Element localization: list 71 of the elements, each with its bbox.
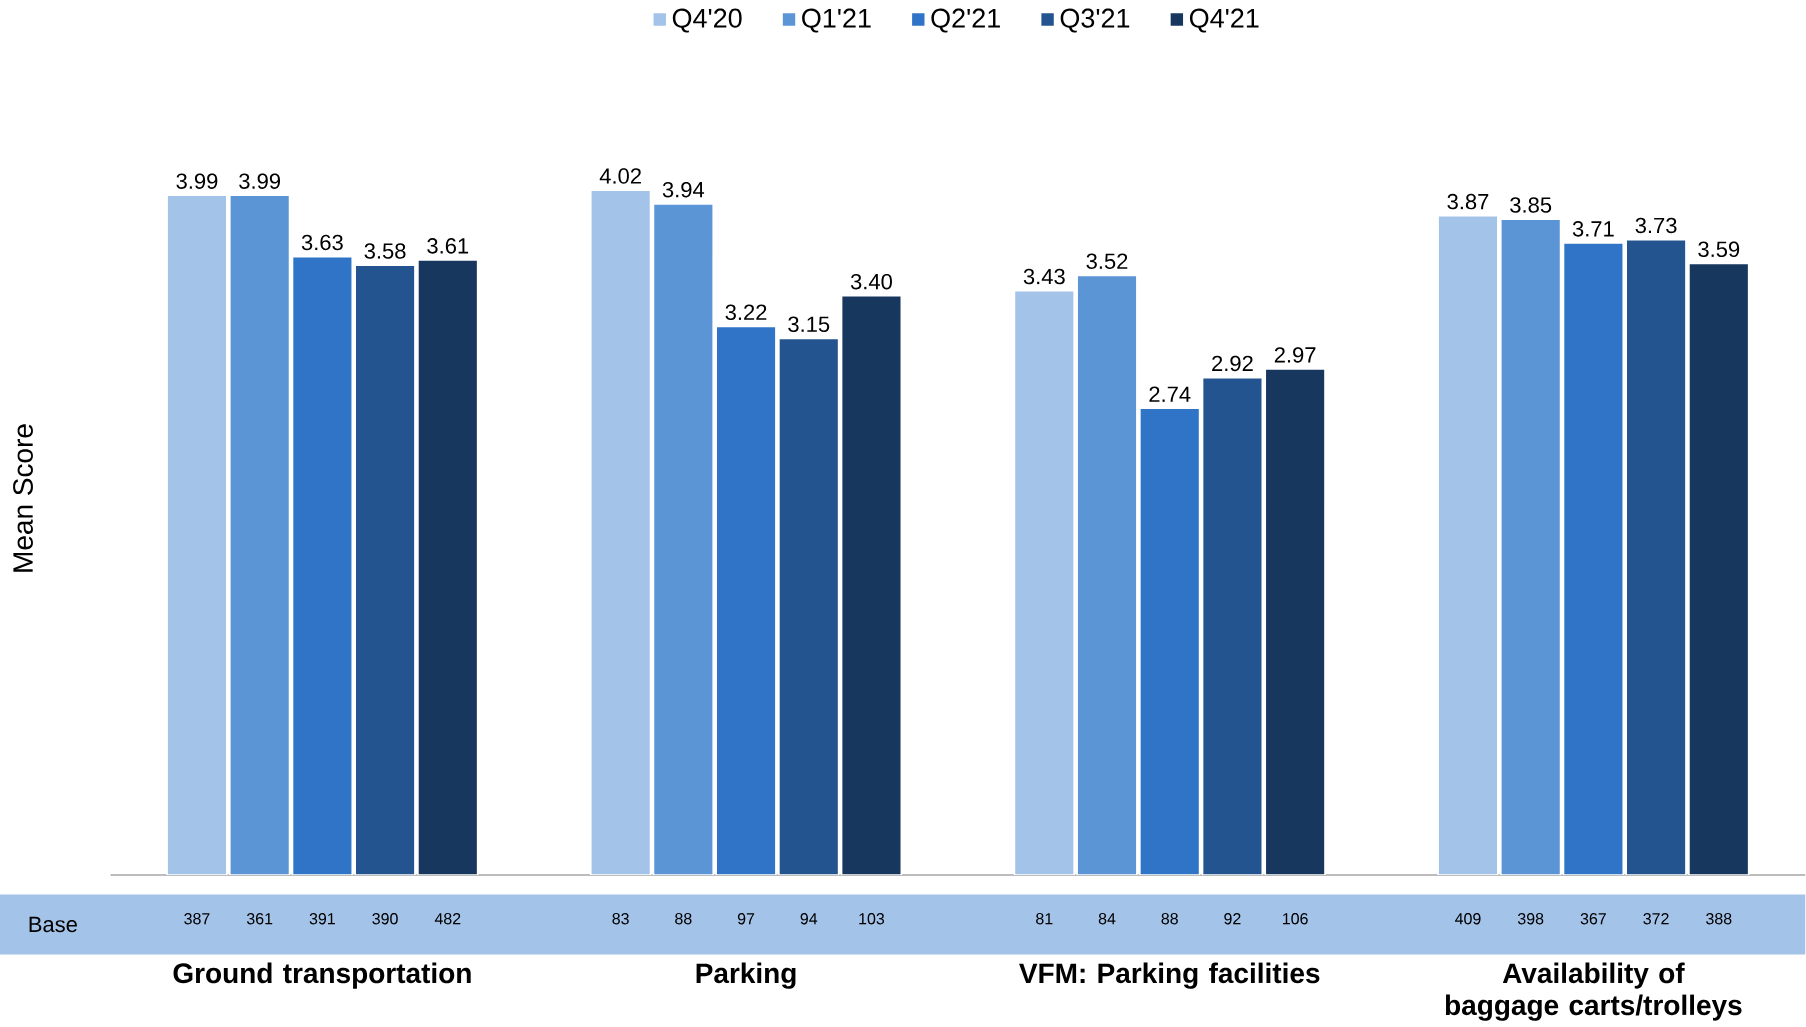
bar	[166, 194, 228, 875]
text: 390	[372, 912, 398, 925]
bar	[229, 194, 291, 875]
data-label: 3.99	[239, 173, 281, 189]
bar	[715, 325, 777, 875]
bar	[291, 255, 354, 875]
bar	[1201, 376, 1264, 875]
text: 94	[800, 912, 818, 925]
text: 106	[1283, 912, 1308, 925]
legend-label: Q2'21	[931, 8, 1000, 33]
x-tick-label: Parking	[696, 962, 796, 989]
bar	[1688, 262, 1750, 875]
bar	[1076, 274, 1138, 875]
text: 84	[1098, 912, 1116, 925]
bar	[1437, 214, 1499, 875]
text: 361	[246, 912, 273, 925]
data-label: 2.97	[1274, 346, 1316, 363]
x-tick-label: Availability of baggage carts/trolleys	[1445, 962, 1742, 1021]
bar	[1562, 241, 1625, 875]
bar	[1013, 289, 1075, 875]
data-label: 3.71	[1572, 220, 1614, 237]
data-label: 3.87	[1447, 193, 1489, 210]
bar	[1139, 407, 1201, 875]
data-label: 3.63	[301, 234, 343, 251]
data-label: 3.61	[427, 237, 469, 254]
legend-label: Q4'20	[672, 8, 742, 33]
text: 92	[1224, 912, 1241, 925]
data-label: 3.99	[176, 173, 218, 189]
bar	[1625, 238, 1687, 875]
x-tick-label: Ground transportation	[173, 962, 471, 989]
data-label: 3.73	[1635, 217, 1677, 233]
bar	[1264, 368, 1326, 875]
text: Base	[29, 916, 77, 932]
legend-label: Q4'21	[1189, 8, 1259, 33]
data-label: 3.94	[662, 181, 705, 198]
text: 103	[859, 912, 885, 925]
text: 97	[737, 912, 755, 925]
x-tick-label: VFM: Parking facilities	[1019, 962, 1320, 989]
data-label: 3.40	[850, 273, 892, 290]
data-label: 3.22	[725, 304, 767, 320]
legend-label: Q3'21	[1060, 8, 1130, 33]
bar	[589, 189, 652, 875]
text: 83	[612, 912, 629, 925]
bar	[354, 264, 416, 875]
text: 367	[1580, 912, 1606, 925]
text: 409	[1455, 912, 1481, 925]
bar	[417, 259, 479, 875]
data-label: 3.58	[364, 242, 406, 259]
data-label: 3.43	[1023, 268, 1065, 285]
data-label: 3.85	[1510, 196, 1552, 213]
data-label: 2.92	[1212, 355, 1253, 371]
data-label: 3.59	[1698, 241, 1740, 257]
bar	[1500, 218, 1562, 875]
text: 88	[675, 912, 692, 925]
text: 372	[1643, 912, 1669, 925]
text: 388	[1706, 912, 1732, 925]
bar	[652, 202, 715, 875]
data-label: 3.52	[1086, 253, 1128, 269]
legend-label: Q1'21	[802, 8, 871, 33]
data-label: 2.74	[1149, 386, 1191, 402]
bar	[778, 337, 840, 875]
text: 387	[184, 912, 210, 925]
text: 482	[434, 912, 461, 925]
text: 391	[309, 912, 335, 925]
text: 81	[1036, 912, 1053, 925]
data-label: 3.15	[788, 316, 830, 332]
y-axis-title: Mean Score	[13, 424, 33, 572]
text: 398	[1517, 912, 1544, 925]
text: 88	[1161, 912, 1178, 925]
data-label: 4.02	[599, 168, 641, 184]
bar	[840, 294, 903, 875]
